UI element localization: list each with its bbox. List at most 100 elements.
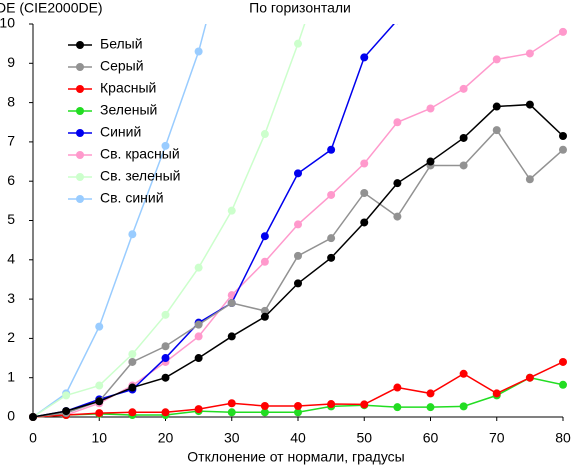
point (161, 408, 170, 417)
legend-marker (76, 151, 84, 159)
point (260, 257, 269, 266)
y-tick-label: 4 (7, 251, 15, 267)
point (294, 401, 302, 410)
point (95, 397, 104, 406)
point (459, 402, 468, 411)
point (360, 53, 369, 62)
point (459, 161, 468, 170)
point (294, 279, 302, 288)
legend-marker (76, 41, 84, 49)
chart-title: По горизонтали (249, 0, 351, 16)
x-tick-label: 60 (423, 430, 439, 446)
legend-label: Св. зеленый (100, 168, 180, 184)
point (128, 383, 137, 392)
x-tick-label: 10 (91, 430, 107, 446)
point (260, 312, 269, 321)
point (360, 188, 369, 197)
x-tick-label: 50 (356, 430, 372, 446)
x-tick-label: 40 (290, 430, 306, 446)
point (128, 230, 137, 239)
point (492, 126, 501, 135)
point (459, 84, 468, 93)
point (260, 401, 269, 410)
point (227, 408, 236, 417)
point (559, 357, 567, 366)
x-tick-label: 0 (29, 430, 37, 446)
y-tick-label: 0 (7, 408, 15, 424)
point (459, 133, 468, 142)
point (194, 320, 203, 329)
legend-marker (76, 85, 84, 93)
point (492, 102, 501, 111)
point (559, 145, 567, 154)
point (194, 47, 203, 56)
point (227, 399, 236, 408)
point (260, 130, 269, 139)
point (62, 391, 71, 400)
point (426, 157, 435, 166)
point (294, 39, 302, 48)
point (161, 342, 170, 351)
point (426, 389, 435, 398)
point (327, 400, 336, 409)
point (62, 407, 71, 416)
point (294, 251, 302, 260)
legend-marker (76, 107, 84, 115)
legend-label: Зеленый (100, 102, 157, 118)
legend-marker (76, 195, 84, 203)
x-tick-label: 30 (224, 430, 240, 446)
point (525, 175, 534, 184)
point (492, 389, 501, 398)
y-axis-label: DE (CIE2000DE) (0, 0, 103, 16)
legend-label: Синий (100, 124, 141, 140)
point (294, 408, 302, 417)
legend-marker (76, 173, 84, 181)
point (227, 299, 236, 308)
point (161, 141, 170, 150)
x-tick-label: 70 (489, 430, 505, 446)
point (327, 253, 336, 262)
point (260, 408, 269, 417)
point (194, 263, 203, 272)
point (426, 403, 435, 412)
point (492, 55, 501, 64)
y-tick-label: 6 (7, 172, 15, 188)
point (360, 218, 369, 227)
point (128, 357, 137, 366)
point (260, 232, 269, 241)
x-tick-label: 80 (555, 430, 571, 446)
point (525, 100, 534, 109)
point (294, 169, 302, 178)
point (393, 118, 402, 127)
legend-marker (76, 63, 84, 71)
point (95, 409, 104, 418)
legend-label: Св. красный (100, 146, 180, 162)
y-tick-label: 1 (7, 368, 15, 384)
point (260, 306, 269, 315)
y-tick-label: 2 (7, 329, 15, 345)
y-tick-label: 3 (7, 290, 15, 306)
series-line (32, 24, 395, 418)
legend-label: Красный (100, 80, 156, 96)
point (128, 350, 137, 359)
point (559, 132, 567, 141)
point (227, 332, 236, 341)
point (393, 403, 402, 412)
point (227, 206, 236, 215)
point (294, 220, 302, 229)
point (525, 49, 534, 58)
legend-label: Св. синий (100, 190, 164, 206)
point (327, 234, 336, 243)
point (426, 104, 435, 113)
legend-label: Серый (100, 58, 144, 74)
point (194, 332, 203, 341)
point (559, 27, 567, 36)
plot-area (29, 24, 567, 421)
point (393, 383, 402, 392)
y-tick-label: 7 (7, 133, 15, 149)
y-tick-label: 9 (7, 54, 15, 70)
point (29, 413, 37, 421)
point (194, 405, 203, 414)
y-tick-label: 5 (7, 211, 15, 227)
